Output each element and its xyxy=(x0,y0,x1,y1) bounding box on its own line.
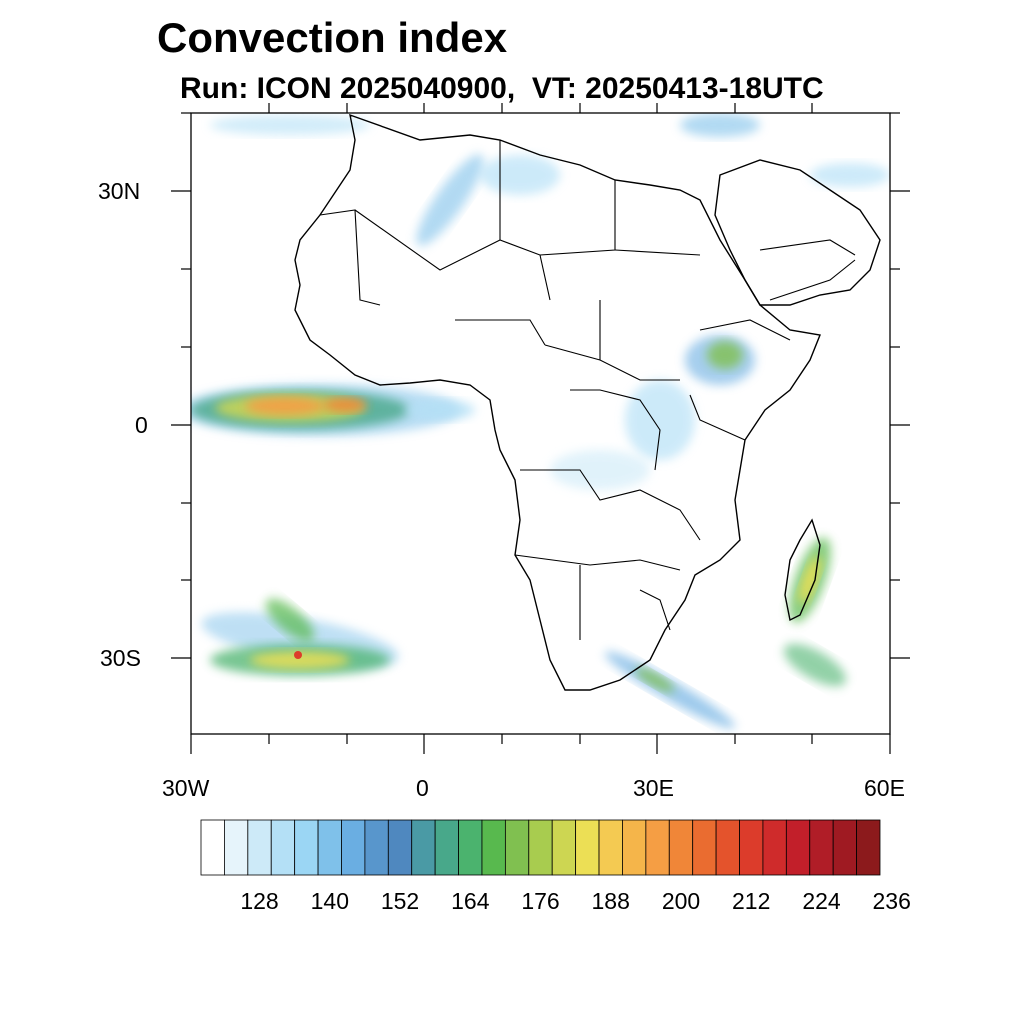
colorbar-swatch xyxy=(551,819,577,876)
colorbar-swatch xyxy=(458,819,483,876)
lat-label-30s: 30S xyxy=(100,645,141,671)
colorbar-tick-label: 236 xyxy=(872,888,911,914)
country-borders xyxy=(319,140,856,640)
arabia-coastline xyxy=(714,159,881,306)
border-line xyxy=(539,180,616,256)
convection-cluster-south-atlantic xyxy=(201,598,399,676)
colorbar-swatch xyxy=(341,819,366,876)
colorbar-swatch xyxy=(528,819,553,876)
africa-coastline xyxy=(294,113,821,691)
colorbar-swatch xyxy=(270,819,296,876)
colorbar-swatch xyxy=(317,819,342,876)
lon-label-30e: 30E xyxy=(633,775,674,801)
chart-title: Convection index xyxy=(157,14,508,61)
colorbar-swatch xyxy=(598,819,623,876)
colorbar-tick-label: 128 xyxy=(240,888,279,914)
colorbar-swatch xyxy=(785,819,811,876)
convection-cluster-sahara xyxy=(210,113,890,246)
madagascar-coastline xyxy=(784,518,821,622)
colorbar-swatch xyxy=(809,819,834,876)
border-line xyxy=(769,259,856,301)
border-line xyxy=(354,209,551,301)
lon-label-60e: 60E xyxy=(864,775,905,801)
border-line xyxy=(699,319,791,341)
colorbar-swatch xyxy=(622,819,647,876)
colorbar-swatch xyxy=(411,819,436,876)
colorbar-swatch xyxy=(762,819,787,876)
colorbar-swatch xyxy=(668,819,694,876)
colorbar-tick-label: 212 xyxy=(732,888,771,914)
colorbar-swatch xyxy=(645,819,670,876)
border-line xyxy=(514,554,681,571)
colorbar-tick-label: 224 xyxy=(802,888,841,914)
colorbar-swatch xyxy=(434,819,459,876)
colorbar-tick-label: 164 xyxy=(451,888,490,914)
colorbar-tick-label: 200 xyxy=(661,888,701,914)
chart-subtitle: Run: ICON 2025040900, VT: 20250413-18UTC xyxy=(180,72,824,105)
border-line xyxy=(455,319,546,346)
border-line xyxy=(614,249,701,256)
colorbar-swatch xyxy=(224,819,249,876)
convection-cluster-east-africa xyxy=(550,335,755,490)
border-line xyxy=(520,469,701,541)
colorbar-swatch xyxy=(575,819,600,876)
colorbar-swatch xyxy=(387,819,413,876)
map-frame xyxy=(190,112,891,735)
lat-ticks xyxy=(171,112,910,659)
convection-cluster-atlantic-equatorial xyxy=(191,384,475,436)
lon-label-0: 0 xyxy=(416,775,429,801)
colorbar-swatch xyxy=(715,819,740,876)
colorbar-tick-label: 140 xyxy=(310,888,349,914)
border-line xyxy=(759,239,856,256)
lat-label-30n: 30N xyxy=(98,178,141,204)
colorbar-swatch xyxy=(294,819,319,876)
colorbar-swatch xyxy=(739,819,764,876)
colorbar-swatch xyxy=(364,819,389,876)
convection-cluster-madagascar xyxy=(783,537,847,687)
lon-ticks xyxy=(190,103,891,754)
coastlines xyxy=(294,113,881,691)
colorbar-swatch xyxy=(832,819,857,876)
border-line xyxy=(570,389,661,471)
colorbar-swatch xyxy=(856,819,881,876)
border-line xyxy=(689,394,746,441)
convection-cluster-southeast xyxy=(604,651,736,729)
colorbar-swatch xyxy=(692,819,717,876)
lon-label-30w: 30W xyxy=(162,775,210,801)
convection-field xyxy=(191,113,890,729)
colorbar-swatch xyxy=(504,819,530,876)
colorbar-tick-label: 188 xyxy=(591,888,630,914)
border-line xyxy=(544,344,680,381)
border-line xyxy=(319,209,381,306)
colorbar-tick-label: 176 xyxy=(521,888,560,914)
colorbar-tick-label: 152 xyxy=(380,888,420,914)
border-line xyxy=(639,589,671,631)
colorbar-swatch xyxy=(247,819,272,876)
lat-label-equator: 0 xyxy=(135,412,148,438)
colorbar-swatch xyxy=(200,819,225,876)
colorbar-swatch xyxy=(481,819,506,876)
colorbar xyxy=(200,819,881,876)
